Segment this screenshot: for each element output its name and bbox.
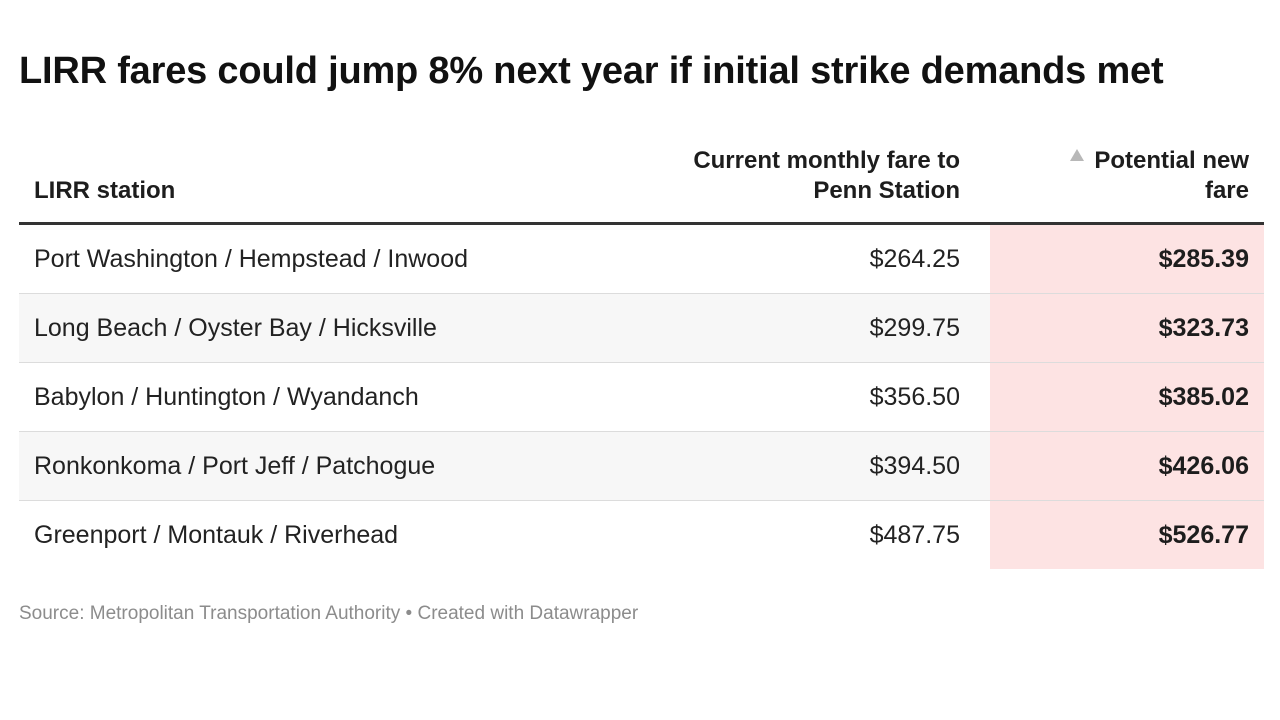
cell-current-fare: $299.75 xyxy=(869,314,960,342)
column-header-new-fare[interactable]: Potential new fare xyxy=(1019,146,1249,206)
cell-station: Long Beach / Oyster Bay / Hicksville xyxy=(34,314,437,342)
cell-station: Babylon / Huntington / Wyandanch xyxy=(34,383,419,411)
column-header-new-line1: Potential new xyxy=(1094,147,1249,174)
column-header-current-line1: Current monthly fare to xyxy=(693,147,960,174)
table-row: $526.77 Greenport / Montauk / Riverhead $4… xyxy=(19,501,1264,569)
column-header-station[interactable]: LIRR station xyxy=(34,177,176,204)
column-header-new-line2: fare xyxy=(1204,177,1249,204)
fare-table: LIRR station Current monthly fare to Pen… xyxy=(19,140,1264,569)
source-note: Source: Metropolitan Transportation Auth… xyxy=(19,603,639,624)
cell-potential-new-fare: $285.39 xyxy=(990,225,1264,293)
cell-potential-new-fare: $526.77 xyxy=(990,501,1264,569)
cell-potential-new-fare: $323.73 xyxy=(990,294,1264,362)
table-row: $385.02 Babylon / Huntington / Wyandanch $… xyxy=(19,363,1264,432)
cell-current-fare: $394.50 xyxy=(869,452,960,480)
table-row: $426.06 Ronkonkoma / Port Jeff / Patchogu… xyxy=(19,432,1264,501)
cell-current-fare: $264.25 xyxy=(869,245,960,273)
column-header-current-fare[interactable]: Current monthly fare to Penn Station xyxy=(640,146,960,206)
table-body: $285.39 Port Washington / Hempstead / Inw… xyxy=(19,225,1264,569)
cell-current-fare: $487.75 xyxy=(869,521,960,549)
cell-station: Ronkonkoma / Port Jeff / Patchogue xyxy=(34,452,436,480)
cell-current-fare: $356.50 xyxy=(869,383,960,411)
cell-station: Port Washington / Hempstead / Inwood xyxy=(34,245,469,273)
sort-ascending-icon[interactable] xyxy=(1070,149,1085,161)
chart-title: LIRR fares could jump 8% next year if in… xyxy=(19,50,1164,92)
cell-station: Greenport / Montauk / Riverhead xyxy=(34,521,399,549)
column-header-current-line2: Penn Station xyxy=(813,177,960,204)
cell-potential-new-fare: $426.06 xyxy=(990,432,1264,500)
table-header: LIRR station Current monthly fare to Pen… xyxy=(19,140,1264,225)
table-row: $323.73 Long Beach / Oyster Bay / Hicksvi… xyxy=(19,294,1264,363)
cell-potential-new-fare: $385.02 xyxy=(990,363,1264,431)
table-row: $285.39 Port Washington / Hempstead / Inw… xyxy=(19,225,1264,294)
